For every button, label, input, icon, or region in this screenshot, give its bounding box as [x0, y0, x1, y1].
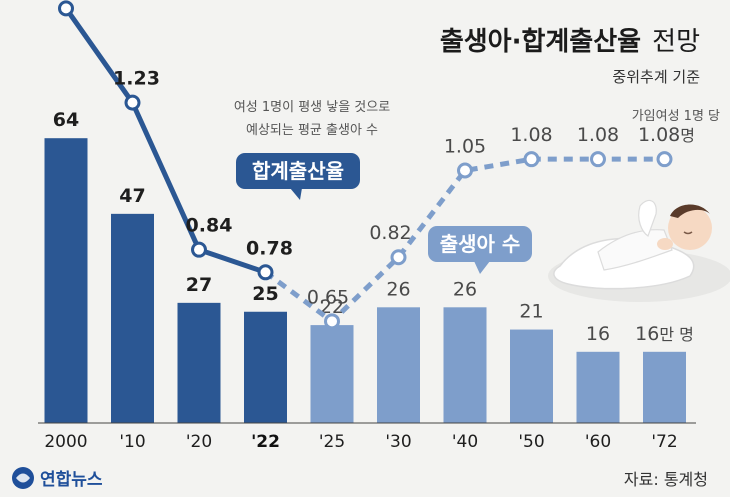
- births-badge: 출생아 수: [428, 226, 532, 274]
- sleeping-baby-illustration: [548, 199, 730, 302]
- births-value-label-6: 26: [453, 278, 477, 300]
- tfr-value-label-1: 1.23: [113, 68, 160, 90]
- tfr-point-1: [124, 94, 141, 111]
- tfr-point-7: [523, 151, 540, 168]
- source-note: 자료: 통계청: [624, 470, 708, 489]
- tfr-point-3: [257, 264, 274, 281]
- x-tick-label-8: '60: [585, 432, 611, 452]
- x-tick-label-6: '40: [452, 432, 478, 452]
- tfr-badge: 합계출산율: [236, 153, 360, 200]
- births-bar-4: [310, 325, 354, 423]
- x-tick-label-4: '25: [319, 432, 345, 452]
- chart-title: 출생아·합계출산율 전망: [440, 27, 700, 57]
- tfr-value-labels: 1.481.230.840.780.650.821.051.081.081.08…: [113, 68, 695, 309]
- tfr-value-label-6: 1.05: [444, 135, 486, 157]
- births-value-labels: 64 47 27 25 22 26 26 21 16 16만 명: [53, 109, 694, 345]
- births-bar-3: [244, 311, 287, 423]
- tfr-badge-label: 합계출산율: [252, 159, 344, 183]
- x-axis-labels: 2000 '10 '20 '22 '25 '30 '40 '50 '60 '72: [44, 432, 677, 452]
- births-value-label-0: 64: [53, 109, 79, 131]
- births-badge-label: 출생아 수: [440, 232, 521, 256]
- x-tick-label-3: '22: [251, 432, 280, 452]
- births-unit-suffix: 만 명: [659, 325, 694, 344]
- births-bar-5: [377, 307, 420, 423]
- tfr-point-5: [390, 249, 407, 266]
- tfr-value-label-8: 1.08: [577, 124, 619, 146]
- yonhap-logo: 연합뉴스: [12, 467, 103, 490]
- births-value-label-4: 22: [320, 296, 344, 318]
- tfr-value-label-4: 0.65: [307, 286, 349, 308]
- x-tick-label-7: '50: [518, 432, 544, 452]
- tfr-value-label-7: 1.08: [510, 124, 552, 146]
- births-value-label-1: 47: [119, 185, 145, 207]
- x-tick-label-2: '20: [186, 432, 212, 452]
- tfr-point-9: [656, 151, 673, 168]
- tfr-points: [58, 0, 673, 330]
- x-tick-label-0: 2000: [44, 432, 87, 452]
- births-bars: [44, 138, 686, 423]
- chart-title-rest: 전망: [652, 27, 700, 57]
- tfr-value-label-5: 0.82: [369, 222, 411, 244]
- births-bar-8: [576, 351, 620, 423]
- tfr-value-label-3: 0.78: [246, 237, 293, 259]
- births-bar-1: [111, 213, 154, 423]
- x-tick-label-9: '72: [651, 432, 677, 452]
- births-bar-9: [643, 351, 686, 423]
- tfr-point-4: [324, 313, 340, 330]
- tfr-value-label-2: 0.84: [186, 215, 233, 237]
- tfr-point-6: [457, 162, 473, 179]
- births-value-label-2: 27: [186, 274, 212, 296]
- chart-subtitle: 중위추계 기준: [612, 68, 700, 86]
- tfr-value-label-9: 1.08명: [638, 124, 695, 146]
- births-value-label-8: 16: [586, 323, 610, 345]
- logo-text: 연합뉴스: [40, 469, 103, 490]
- births-bar-2: [177, 302, 221, 423]
- chart-title-bold: 출생아·합계출산율: [440, 27, 641, 57]
- tfr-unit-suffix: 명: [680, 126, 695, 145]
- births-value-label-5: 26: [386, 278, 410, 300]
- births-bar-0: [44, 138, 88, 423]
- births-value-label-9: 16만 명: [635, 323, 694, 345]
- tfr-line-actual: [63, 6, 267, 275]
- x-tick-label-5: '30: [385, 432, 411, 452]
- tfr-definition-line2: 예상되는 평균 출생아 수: [246, 123, 378, 138]
- x-tick-label-1: '10: [119, 432, 145, 452]
- births-bar-7: [510, 329, 553, 423]
- births-value-label-7: 21: [519, 301, 543, 323]
- tfr-unit-note: 가임여성 1명 당: [632, 109, 720, 124]
- births-value-label-3: 25: [252, 283, 278, 305]
- tfr-point-0: [58, 0, 74, 17]
- tfr-definition-line1: 여성 1명이 평생 낳을 것으로: [234, 100, 390, 115]
- tfr-point-2: [191, 241, 207, 258]
- births-bar-6: [443, 307, 487, 423]
- tfr-point-8: [590, 151, 606, 168]
